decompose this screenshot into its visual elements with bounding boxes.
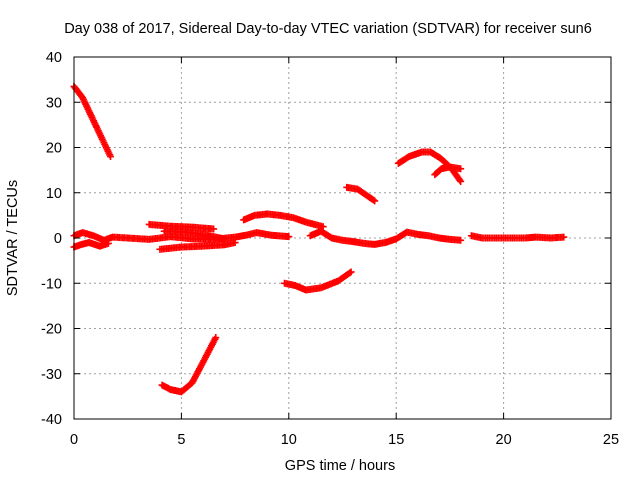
data-point — [285, 233, 293, 241]
series-arc-4 — [343, 183, 379, 205]
x-tick-label: 0 — [70, 432, 78, 448]
data-point — [456, 176, 464, 184]
series-arc-6 — [431, 163, 465, 179]
series-arc-14 — [467, 232, 568, 242]
series-arc-13 — [306, 227, 465, 248]
series-arc-3 — [281, 268, 355, 294]
y-axis-label: SDTVAR / TECUs — [5, 180, 21, 296]
data-point — [107, 153, 115, 161]
data-point — [346, 269, 354, 277]
y-tick-label: 30 — [46, 95, 62, 111]
x-tick-label: 5 — [177, 432, 185, 448]
x-tick-label: 10 — [281, 432, 297, 448]
series-arc-11 — [70, 229, 293, 244]
data-point — [369, 196, 377, 204]
series-arc-2 — [158, 334, 220, 396]
y-tick-label: 20 — [46, 141, 62, 157]
y-tick-label: -40 — [41, 412, 62, 428]
data-point — [212, 334, 220, 342]
series-arc-7 — [240, 210, 327, 231]
series-arc-10 — [156, 239, 239, 253]
data-series — [70, 82, 568, 396]
data-point — [560, 233, 568, 241]
y-tick-label: -20 — [41, 322, 62, 338]
x-axis-label: GPS time / hours — [285, 458, 395, 474]
series-arc-8 — [145, 220, 218, 233]
x-tick-label: 15 — [388, 432, 404, 448]
data-point — [371, 197, 379, 205]
data-point — [347, 268, 355, 276]
y-tick-label: 10 — [46, 186, 62, 202]
y-tick-label: 0 — [54, 231, 62, 247]
axis-ticks: 0 5 10 15 20 25 -40 -30 -20 -10 0 10 20 30 40 — [41, 50, 619, 448]
data-point — [210, 225, 218, 233]
data-point — [457, 165, 465, 173]
y-tick-label: 40 — [46, 50, 62, 66]
chart-title: Day 038 of 2017, Sidereal Day-to-day VTE… — [64, 21, 592, 37]
data-point — [457, 177, 465, 185]
data-point — [457, 236, 465, 244]
y-tick-label: -30 — [41, 367, 62, 383]
y-tick-label: -10 — [41, 276, 62, 292]
data-point — [319, 223, 327, 231]
data-point — [104, 239, 112, 247]
x-tick-label: 25 — [603, 432, 619, 448]
series-arc-1 — [70, 82, 115, 161]
x-tick-label: 20 — [496, 432, 512, 448]
